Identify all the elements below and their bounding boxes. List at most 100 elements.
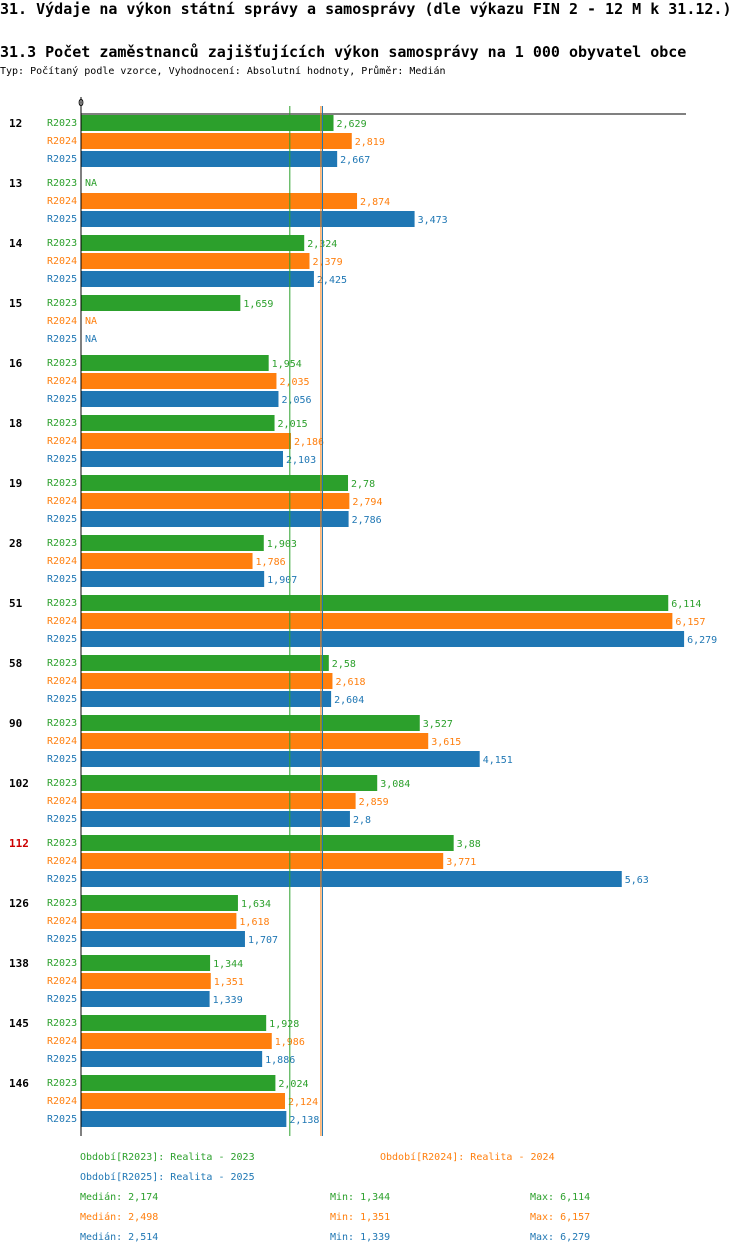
data-label: 2,035 [279,377,309,388]
series-row-label: R2024 [47,616,77,627]
bar [81,415,275,431]
legend-item: Období[R2024]: Realita - 2024 [380,1151,555,1163]
data-label: 3,615 [431,737,461,748]
chart-title: 31.3 Počet zaměstnanců zajišťujících výk… [0,43,687,61]
data-label: 2,859 [359,797,389,808]
data-label: 2,786 [352,515,382,526]
bar [81,475,349,491]
legend-item: Období[R2023]: Realita - 2023 [80,1151,255,1163]
min-stat: Min: 1,344 [330,1192,390,1203]
category-label: 12 [9,117,22,130]
series-row-label: R2024 [47,316,77,327]
bar [81,253,310,269]
data-label: 2,667 [340,155,370,166]
data-label: 1,339 [213,995,243,1006]
bar [81,115,334,131]
bar [81,235,305,251]
bar [81,1051,263,1067]
series-row-label: R2024 [47,376,77,387]
series-row-label: R2024 [47,556,77,567]
data-label: 2,103 [286,455,316,466]
series-row-label: R2023 [47,898,77,909]
min-stat: Min: 1,339 [330,1232,390,1243]
series-row-label: R2023 [47,358,77,369]
category-label: 14 [9,237,23,250]
category-label: 102 [9,777,29,790]
bar [81,895,238,911]
bar [81,595,669,611]
category-label: 58 [9,657,22,670]
data-label: 1,928 [269,1019,299,1030]
series-row-label: R2024 [47,796,77,807]
data-label: 6,157 [675,617,705,628]
series-row-label: R2023 [47,538,77,549]
max-stat: Max: 6,279 [530,1232,590,1243]
series-row-label: R2023 [47,658,77,669]
series-row-label: R2023 [47,1078,77,1089]
bar [81,613,673,629]
category-label: 13 [9,177,22,190]
bar [81,211,415,227]
data-label: 3,527 [423,719,453,730]
series-row-label: R2024 [47,916,77,927]
bar [81,1033,272,1049]
bar [81,355,269,371]
series-row-label: R2025 [47,514,77,525]
bar [81,1015,267,1031]
category-label: 18 [9,417,22,430]
category-label: 146 [9,1077,29,1090]
bar [81,835,454,851]
series-row-label: R2025 [47,754,77,765]
bar [81,631,685,647]
data-label: 1,907 [267,575,297,586]
bar [81,793,356,809]
data-label: 3,084 [380,779,410,790]
series-row-label: R2024 [47,196,77,207]
category-label: 16 [9,357,23,370]
series-row-label: R2025 [47,634,77,645]
data-label: 1,344 [213,959,243,970]
data-label: 1,786 [256,557,286,568]
series-row-label: R2024 [47,736,77,747]
na-label: NA [85,178,97,189]
bar [81,391,279,407]
bar [81,451,283,467]
data-label: 4,151 [483,755,513,766]
category-label: 145 [9,1017,29,1030]
max-stat: Max: 6,114 [530,1192,590,1203]
data-label: 2,604 [334,695,364,706]
bar [81,1111,287,1127]
bar [81,913,237,929]
category-label: 90 [9,717,22,730]
data-label: 2,58 [332,659,356,670]
series-row-label: R2024 [47,1036,77,1047]
series-row-label: R2023 [47,1018,77,1029]
chart-subtitle: Typ: Počítaný podle vzorce, Vyhodnocení:… [0,66,446,77]
data-label: 2,8 [353,815,371,826]
bar [81,973,211,989]
data-label: 3,88 [457,839,481,850]
data-label: 1,954 [272,359,302,370]
series-row-label: R2024 [47,856,77,867]
data-label: 2,015 [278,419,308,430]
bar [81,151,338,167]
category-label: 15 [9,297,22,310]
series-row-label: R2023 [47,478,77,489]
bar [81,853,444,869]
category-label: 112 [9,837,29,850]
series-row-label: R2023 [47,958,77,969]
data-label: 2,056 [281,395,311,406]
bar [81,991,210,1007]
section-title: 31. Výdaje na výkon státní správy a samo… [0,0,732,18]
series-row-label: R2023 [47,298,77,309]
series-row-label: R2025 [47,394,77,405]
bar [81,931,245,947]
category-label: 19 [9,477,22,490]
series-row-label: R2023 [47,418,77,429]
bar [81,373,277,389]
data-label: 2,024 [278,1079,308,1090]
bar [81,571,265,587]
series-row-label: R2024 [47,256,77,267]
data-label: 2,78 [351,479,375,490]
series-row-label: R2024 [47,676,77,687]
